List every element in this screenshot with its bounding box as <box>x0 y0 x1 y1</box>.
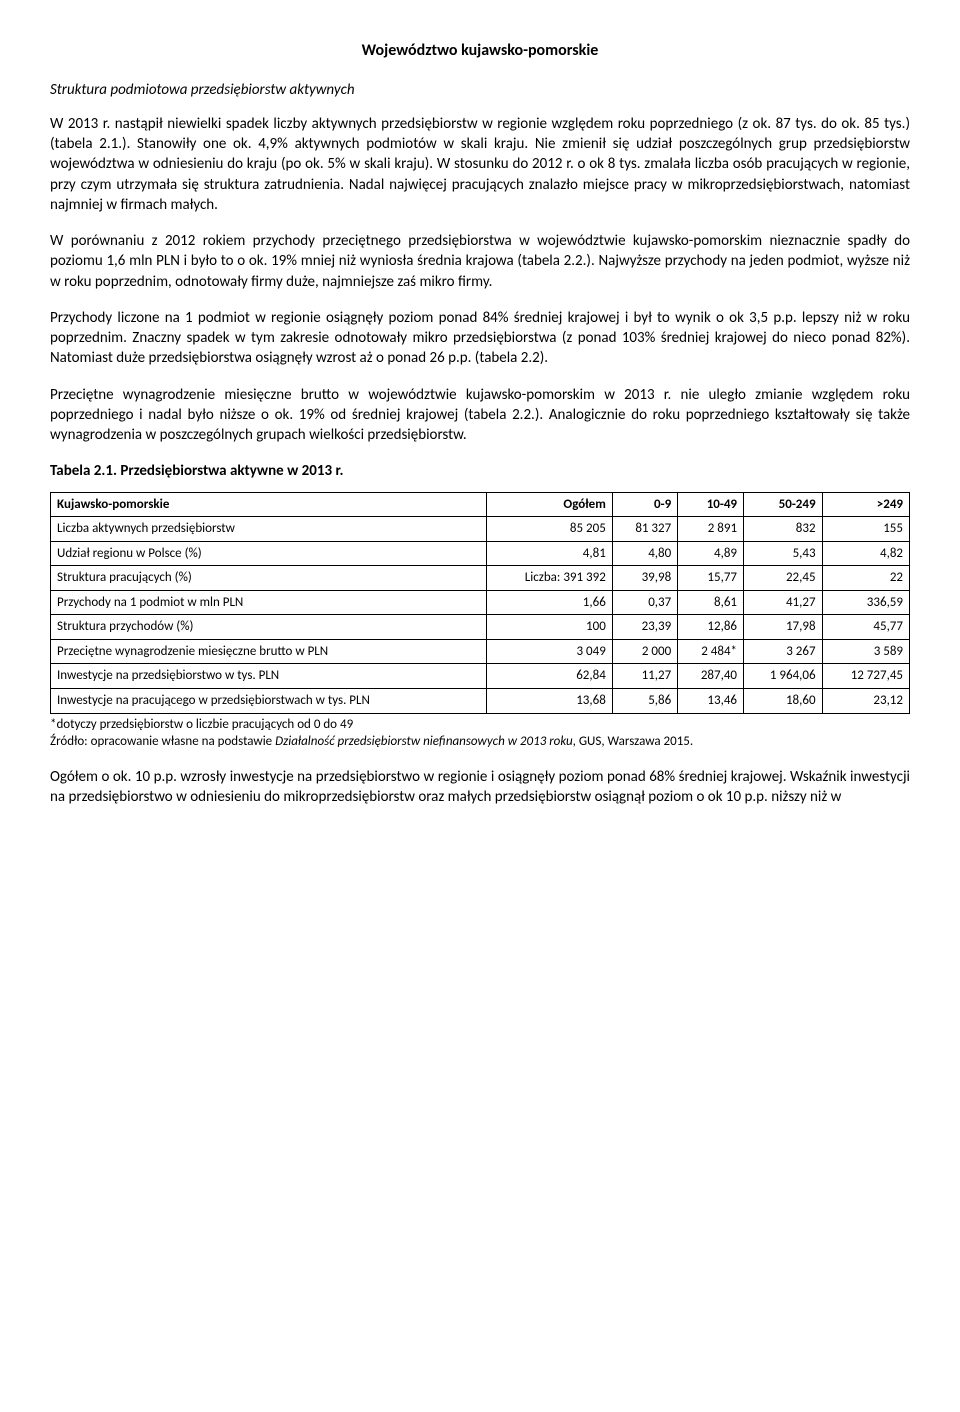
cell: 23,39 <box>612 615 677 640</box>
cell: 3 589 <box>822 639 909 664</box>
cell: 81 327 <box>612 517 677 542</box>
col-header: Kujawsko-pomorskie <box>51 492 487 517</box>
cell: 336,59 <box>822 590 909 615</box>
cell: 39,98 <box>612 566 677 591</box>
cell: 832 <box>744 517 823 542</box>
table-row: Struktura pracujących (%) Liczba: 391 39… <box>51 566 910 591</box>
cell: 4,89 <box>678 541 744 566</box>
table-row: Inwestycje na pracującego w przedsiębior… <box>51 688 910 713</box>
document-title: Województwo kujawsko-pomorskie <box>50 40 910 62</box>
cell: 45,77 <box>822 615 909 640</box>
row-label: Przeciętne wynagrodzenie miesięczne brut… <box>51 639 487 664</box>
paragraph-5: Ogółem o ok. 10 p.p. wzrosły inwestycje … <box>50 767 910 808</box>
cell: 13,46 <box>678 688 744 713</box>
row-label: Struktura pracujących (%) <box>51 566 487 591</box>
cell: 0,37 <box>612 590 677 615</box>
col-header: >249 <box>822 492 909 517</box>
cell: 5,86 <box>612 688 677 713</box>
cell: Liczba: 391 392 <box>487 566 613 591</box>
cell: 11,27 <box>612 664 677 689</box>
cell: 41,27 <box>744 590 823 615</box>
table-row: Przeciętne wynagrodzenie miesięczne brut… <box>51 639 910 664</box>
cell: 100 <box>487 615 613 640</box>
cell: 62,84 <box>487 664 613 689</box>
cell: 2 891 <box>678 517 744 542</box>
table-row: Liczba aktywnych przedsiębiorstw 85 205 … <box>51 517 910 542</box>
row-label: Udział regionu w Polsce (%) <box>51 541 487 566</box>
source-suffix: , GUS, Warszawa 2015. <box>573 734 694 749</box>
paragraph-3: Przychody liczone na 1 podmiot w regioni… <box>50 308 910 369</box>
cell: 2 484* <box>678 639 744 664</box>
table-row: Struktura przychodów (%) 100 23,39 12,86… <box>51 615 910 640</box>
col-header: 10-49 <box>678 492 744 517</box>
cell: 155 <box>822 517 909 542</box>
cell: 4,82 <box>822 541 909 566</box>
cell: 17,98 <box>744 615 823 640</box>
paragraph-1: W 2013 r. nastąpił niewielki spadek licz… <box>50 114 910 215</box>
table-row: Inwestycje na przedsiębiorstwo w tys. PL… <box>51 664 910 689</box>
cell: 12,86 <box>678 615 744 640</box>
cell: 287,40 <box>678 664 744 689</box>
row-label: Struktura przychodów (%) <box>51 615 487 640</box>
cell: 85 205 <box>487 517 613 542</box>
section-heading: Struktura podmiotowa przedsiębiorstw akt… <box>50 80 910 100</box>
col-header: 0-9 <box>612 492 677 517</box>
source-title: Działalność przedsiębiorstw niefinansowy… <box>275 734 573 749</box>
cell: 15,77 <box>678 566 744 591</box>
cell: 18,60 <box>744 688 823 713</box>
table-row: Udział regionu w Polsce (%) 4,81 4,80 4,… <box>51 541 910 566</box>
data-table: Kujawsko-pomorskie Ogółem 0-9 10-49 50-2… <box>50 492 910 714</box>
source-prefix: Źródło: opracowanie własne na podstawie <box>50 734 275 749</box>
col-header: Ogółem <box>487 492 613 517</box>
col-header: 50-249 <box>744 492 823 517</box>
paragraph-4: Przeciętne wynagrodzenie miesięczne brut… <box>50 385 910 446</box>
cell: 13,68 <box>487 688 613 713</box>
table-header-row: Kujawsko-pomorskie Ogółem 0-9 10-49 50-2… <box>51 492 910 517</box>
row-label: Inwestycje na pracującego w przedsiębior… <box>51 688 487 713</box>
paragraph-2: W porównaniu z 2012 rokiem przychody prz… <box>50 231 910 292</box>
cell: 4,81 <box>487 541 613 566</box>
table-footnote: *dotyczy przedsiębiorstw o liczbie pracu… <box>50 716 910 751</box>
cell: 4,80 <box>612 541 677 566</box>
row-label: Liczba aktywnych przedsiębiorstw <box>51 517 487 542</box>
row-label: Przychody na 1 podmiot w mln PLN <box>51 590 487 615</box>
cell: 22 <box>822 566 909 591</box>
cell: 12 727,45 <box>822 664 909 689</box>
row-label: Inwestycje na przedsiębiorstwo w tys. PL… <box>51 664 487 689</box>
cell: 1,66 <box>487 590 613 615</box>
cell: 1 964,06 <box>744 664 823 689</box>
cell: 3 267 <box>744 639 823 664</box>
table-caption: Tabela 2.1. Przedsiębiorstwa aktywne w 2… <box>50 461 910 481</box>
cell: 23,12 <box>822 688 909 713</box>
table-row: Przychody na 1 podmiot w mln PLN 1,66 0,… <box>51 590 910 615</box>
cell: 5,43 <box>744 541 823 566</box>
cell: 22,45 <box>744 566 823 591</box>
cell: 8,61 <box>678 590 744 615</box>
footnote-star: *dotyczy przedsiębiorstw o liczbie pracu… <box>50 717 353 732</box>
cell: 2 000 <box>612 639 677 664</box>
cell: 3 049 <box>487 639 613 664</box>
